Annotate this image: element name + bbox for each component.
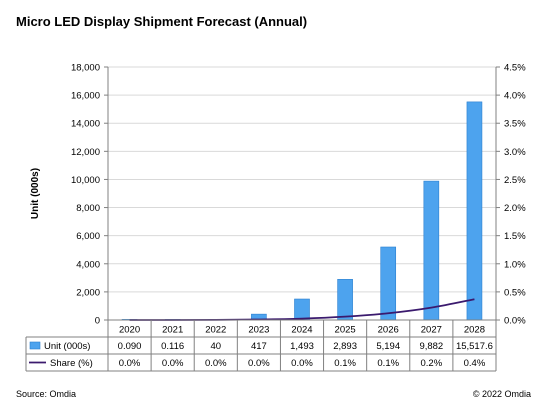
y2-tick-label: 0.5% (504, 287, 526, 298)
data-label-share: 0.0% (119, 358, 141, 369)
y-tick-label: 16,000 (71, 91, 100, 102)
bar (380, 246, 397, 321)
data-label-unit: 40 (210, 341, 221, 352)
bar (423, 180, 440, 321)
axis-layer: 0 2,000 4,000 6,000 8,000 10,000 12,000 14,000 1… (30, 63, 526, 327)
data-label-share: 0.0% (248, 358, 270, 369)
y-tick-label: 2,000 (76, 287, 100, 298)
x-tick-label: 2027 (421, 325, 442, 336)
bar-layer (121, 101, 483, 321)
y2-tick-label: 1.5% (504, 231, 526, 242)
x-tick-label: 2022 (205, 325, 226, 336)
y2-tick-label: 4.0% (504, 91, 526, 102)
data-label-unit: 417 (251, 341, 267, 352)
x-tick-label: 2024 (291, 325, 312, 336)
x-tick-label: 2025 (335, 325, 356, 336)
data-label-unit: 0.116 (161, 341, 184, 352)
legend-label-share: Share (%) (50, 358, 93, 369)
source-note: Source: Omdia (16, 389, 77, 399)
y-tick-label: 8,000 (76, 203, 100, 214)
y-tick-label: 14,000 (71, 119, 100, 130)
y2-tick-label: 3.0% (504, 147, 526, 158)
y-axis-label: Unit (000s) (30, 168, 41, 219)
chart-title: Micro LED Display Shipment Forecast (Ann… (16, 14, 308, 29)
data-label-share: 0.0% (162, 358, 184, 369)
bar (466, 101, 483, 321)
x-tick-label: 2026 (378, 325, 399, 336)
y-tick-label: 0 (95, 316, 100, 327)
data-label-share: 0.4% (464, 358, 486, 369)
y-tick-label: 18,000 (71, 63, 100, 74)
y-tick-label: 10,000 (71, 175, 100, 186)
y2-tick-label: 2.0% (504, 203, 526, 214)
x-tick-label: 2021 (162, 325, 183, 336)
y-tick-label: 4,000 (76, 259, 100, 270)
data-label-unit: 2,893 (333, 341, 357, 352)
data-label-unit: 0.090 (118, 341, 142, 352)
data-label-share: 0.0% (291, 358, 313, 369)
bar (294, 298, 310, 321)
data-label-unit: 1,493 (290, 341, 314, 352)
x-tick-label: 2028 (464, 325, 485, 336)
data-label-share: 0.1% (377, 358, 399, 369)
y2-tick-label: 1.0% (504, 259, 526, 270)
data-label-unit: 9,882 (419, 341, 443, 352)
data-table: 2020 2021 2022 2023 2024 2025 2026 2027 2028 Unit… (25, 319, 497, 372)
x-tick-label: 2020 (119, 325, 140, 336)
y2-tick-label: 3.5% (504, 119, 526, 130)
y2-tick-label: 0.0% (504, 316, 526, 327)
copyright-note: © 2022 Omdia (472, 389, 531, 399)
y-tick-label: 12,000 (71, 147, 100, 158)
legend-key-unit (29, 341, 41, 350)
data-label-unit: 5,194 (376, 341, 400, 352)
y-tick-label: 6,000 (76, 231, 100, 242)
y2-tick-label: 4.5% (504, 63, 526, 74)
x-tick-label: 2023 (248, 325, 269, 336)
data-label-unit: 15,517.6 (456, 341, 493, 352)
bar (337, 279, 353, 321)
legend-label-unit: Unit (000s) (44, 341, 90, 352)
y2-tick-label: 2.5% (504, 175, 526, 186)
data-label-share: 0.1% (334, 358, 356, 369)
data-label-share: 0.0% (205, 358, 227, 369)
data-label-share: 0.2% (421, 358, 443, 369)
